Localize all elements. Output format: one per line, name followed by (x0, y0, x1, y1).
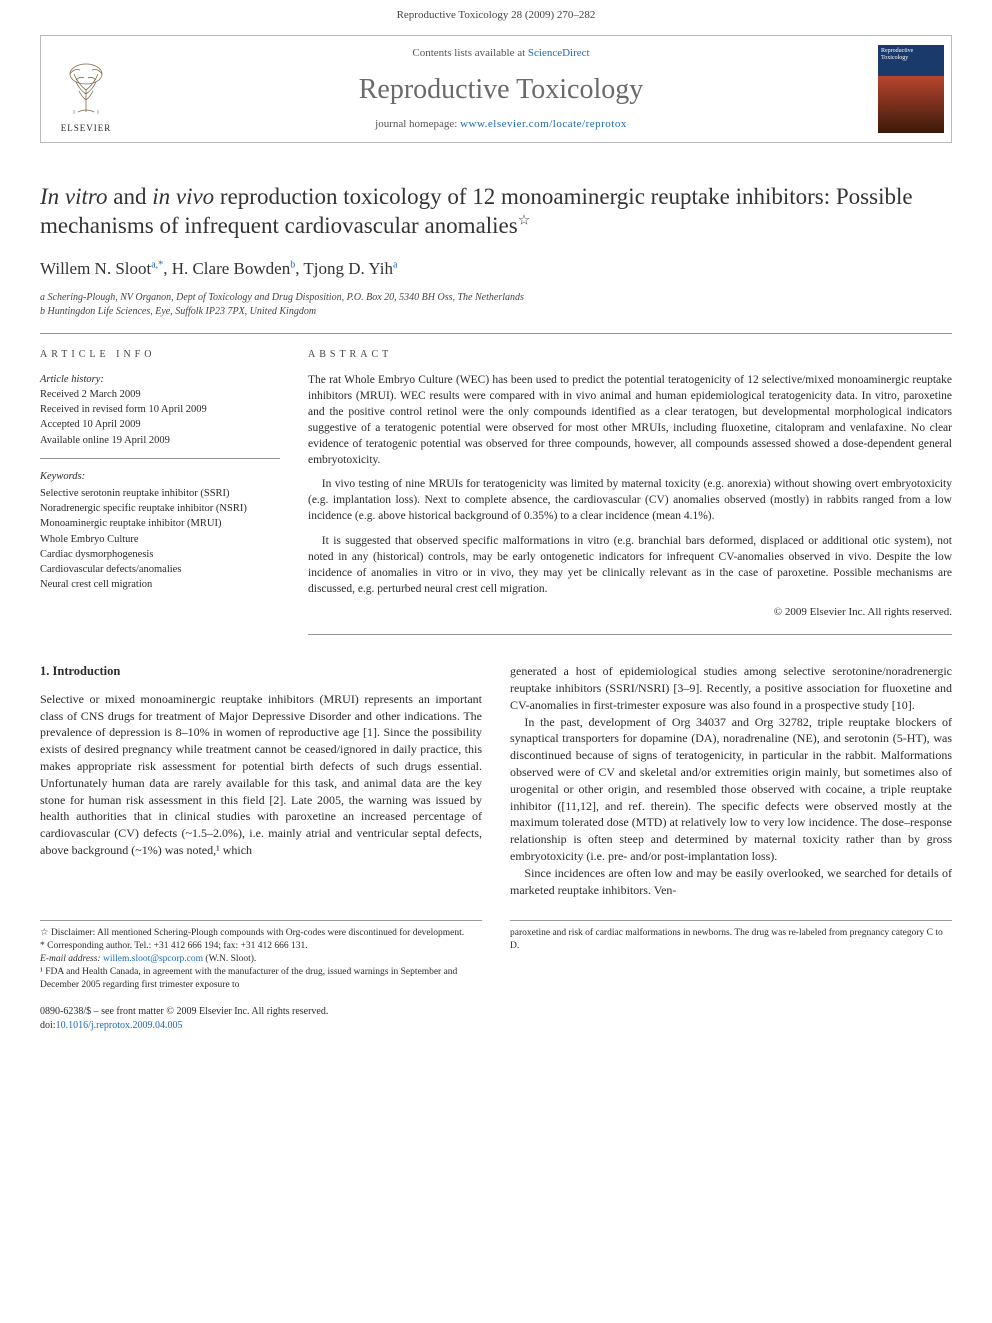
article-header: In vitro and in vivo reproduction toxico… (40, 183, 952, 318)
body-col-left: 1. Introduction Selective or mixed monoa… (40, 663, 482, 898)
title-italic-1: In vitro (40, 184, 108, 209)
doi-line: doi:10.1016/j.reprotox.2009.04.005 (40, 1019, 952, 1033)
keyword-5: Cardiac dysmorphogenesis (40, 547, 280, 562)
keyword-6: Cardiovascular defects/anomalies (40, 562, 280, 577)
journal-homepage-line: journal homepage: www.elsevier.com/locat… (139, 117, 863, 132)
footnote-disclaimer: ☆ Disclaimer: All mentioned Schering-Plo… (40, 927, 482, 940)
author-3-marks[interactable]: a (393, 259, 397, 270)
sciencedirect-link[interactable]: ScienceDirect (528, 47, 590, 59)
keyword-3: Monoaminergic reuptake inhibitor (MRUI) (40, 516, 280, 531)
history-label: Article history: (40, 372, 280, 387)
author-3: Tjong D. Yiha (303, 259, 397, 278)
cover-thumb-block: Reproductive Toxicology (871, 36, 951, 142)
footnote-1-cont: paroxetine and risk of cardiac malformat… (510, 927, 952, 953)
article-history: Article history: Received 2 March 2009 R… (40, 372, 280, 459)
abstract-block: ABSTRACT The rat Whole Embryo Culture (W… (308, 334, 952, 636)
history-online: Available online 19 April 2009 (40, 433, 280, 448)
homepage-prefix: journal homepage: (375, 118, 460, 130)
footnote-corresponding: * Corresponding author. Tel.: +31 412 66… (40, 940, 482, 953)
footnotes: ☆ Disclaimer: All mentioned Schering-Plo… (40, 920, 952, 991)
footnote-1: ¹ FDA and Health Canada, in agreement wi… (40, 966, 482, 992)
footer: 0890-6238/$ – see front matter © 2009 El… (40, 1005, 952, 1033)
banner-center: Contents lists available at ScienceDirec… (131, 36, 871, 142)
elsevier-tree-icon (56, 60, 116, 120)
journal-homepage-link[interactable]: www.elsevier.com/locate/reprotox (460, 118, 627, 130)
abstract-copyright: © 2009 Elsevier Inc. All rights reserved… (308, 605, 952, 620)
publisher-block: ELSEVIER (41, 36, 131, 142)
journal-banner: ELSEVIER Contents lists available at Sci… (40, 35, 952, 143)
keyword-2: Noradrenergic specific reuptake inhibito… (40, 501, 280, 516)
author-1: Willem N. Sloota,* (40, 259, 163, 278)
author-2-name: H. Clare Bowden (172, 259, 291, 278)
history-revised: Received in revised form 10 April 2009 (40, 402, 280, 417)
author-2-marks[interactable]: b (290, 259, 295, 270)
title-italic-2: in vivo (152, 184, 214, 209)
author-1-name: Willem N. Sloot (40, 259, 151, 278)
col2-para-3: Since incidences are often low and may b… (510, 865, 952, 899)
keywords-block: Keywords: Selective serotonin reuptake i… (40, 469, 280, 593)
front-matter-line: 0890-6238/$ – see front matter © 2009 El… (40, 1005, 952, 1019)
article-info-block: ARTICLE INFO Article history: Received 2… (40, 334, 280, 636)
keyword-7: Neural crest cell migration (40, 577, 280, 592)
journal-cover-thumbnail: Reproductive Toxicology (878, 45, 944, 133)
abstract-text: The rat Whole Embryo Culture (WEC) has b… (308, 372, 952, 597)
col1-para-1: Selective or mixed monoaminergic reuptak… (40, 691, 482, 859)
abstract-para-2: In vivo testing of nine MRUIs for terato… (308, 476, 952, 524)
footnotes-left: ☆ Disclaimer: All mentioned Schering-Plo… (40, 920, 482, 991)
affiliation-b: b Huntingdon Life Sciences, Eye, Suffolk… (40, 305, 952, 319)
authors-line: Willem N. Sloota,*, H. Clare Bowdenb, Tj… (40, 257, 952, 281)
journal-name: Reproductive Toxicology (139, 70, 863, 109)
author-3-name: Tjong D. Yih (303, 259, 393, 278)
title-mid-1: and (108, 184, 153, 209)
running-header: Reproductive Toxicology 28 (2009) 270–28… (0, 0, 992, 31)
body-columns: 1. Introduction Selective or mixed monoa… (40, 663, 952, 898)
col2-para-1: generated a host of epidemiological stud… (510, 663, 952, 713)
footnote-email: E-mail address: willem.sloot@spcorp.com … (40, 953, 482, 966)
corresponding-email-link[interactable]: willem.sloot@spcorp.com (103, 954, 203, 964)
meta-row: ARTICLE INFO Article history: Received 2… (40, 333, 952, 636)
abstract-heading: ABSTRACT (308, 348, 952, 362)
affiliation-a: a Schering-Plough, NV Organon, Dept of T… (40, 291, 952, 305)
article-info-heading: ARTICLE INFO (40, 348, 280, 362)
history-accepted: Accepted 10 April 2009 (40, 417, 280, 432)
article-title: In vitro and in vivo reproduction toxico… (40, 183, 952, 241)
contents-available-line: Contents lists available at ScienceDirec… (139, 46, 863, 61)
footnotes-right: paroxetine and risk of cardiac malformat… (510, 920, 952, 991)
history-received: Received 2 March 2009 (40, 387, 280, 402)
doi-label: doi: (40, 1020, 56, 1031)
doi-link[interactable]: 10.1016/j.reprotox.2009.04.005 (56, 1020, 183, 1031)
title-footnote-star: ☆ (518, 213, 531, 228)
affiliations: a Schering-Plough, NV Organon, Dept of T… (40, 291, 952, 319)
abstract-para-3: It is suggested that observed specific m… (308, 533, 952, 597)
body-col-right: generated a host of epidemiological stud… (510, 663, 952, 898)
section-1-heading: 1. Introduction (40, 663, 482, 681)
keywords-label: Keywords: (40, 469, 280, 484)
cover-title: Reproductive Toxicology (881, 48, 941, 61)
author-2: H. Clare Bowdenb (172, 259, 296, 278)
author-1-marks[interactable]: a,* (151, 259, 163, 270)
abstract-para-1: The rat Whole Embryo Culture (WEC) has b… (308, 372, 952, 469)
keyword-4: Whole Embryo Culture (40, 532, 280, 547)
col2-para-2: In the past, development of Org 34037 an… (510, 714, 952, 865)
contents-prefix: Contents lists available at (412, 47, 527, 59)
publisher-name: ELSEVIER (61, 122, 112, 135)
keyword-1: Selective serotonin reuptake inhibitor (… (40, 486, 280, 501)
